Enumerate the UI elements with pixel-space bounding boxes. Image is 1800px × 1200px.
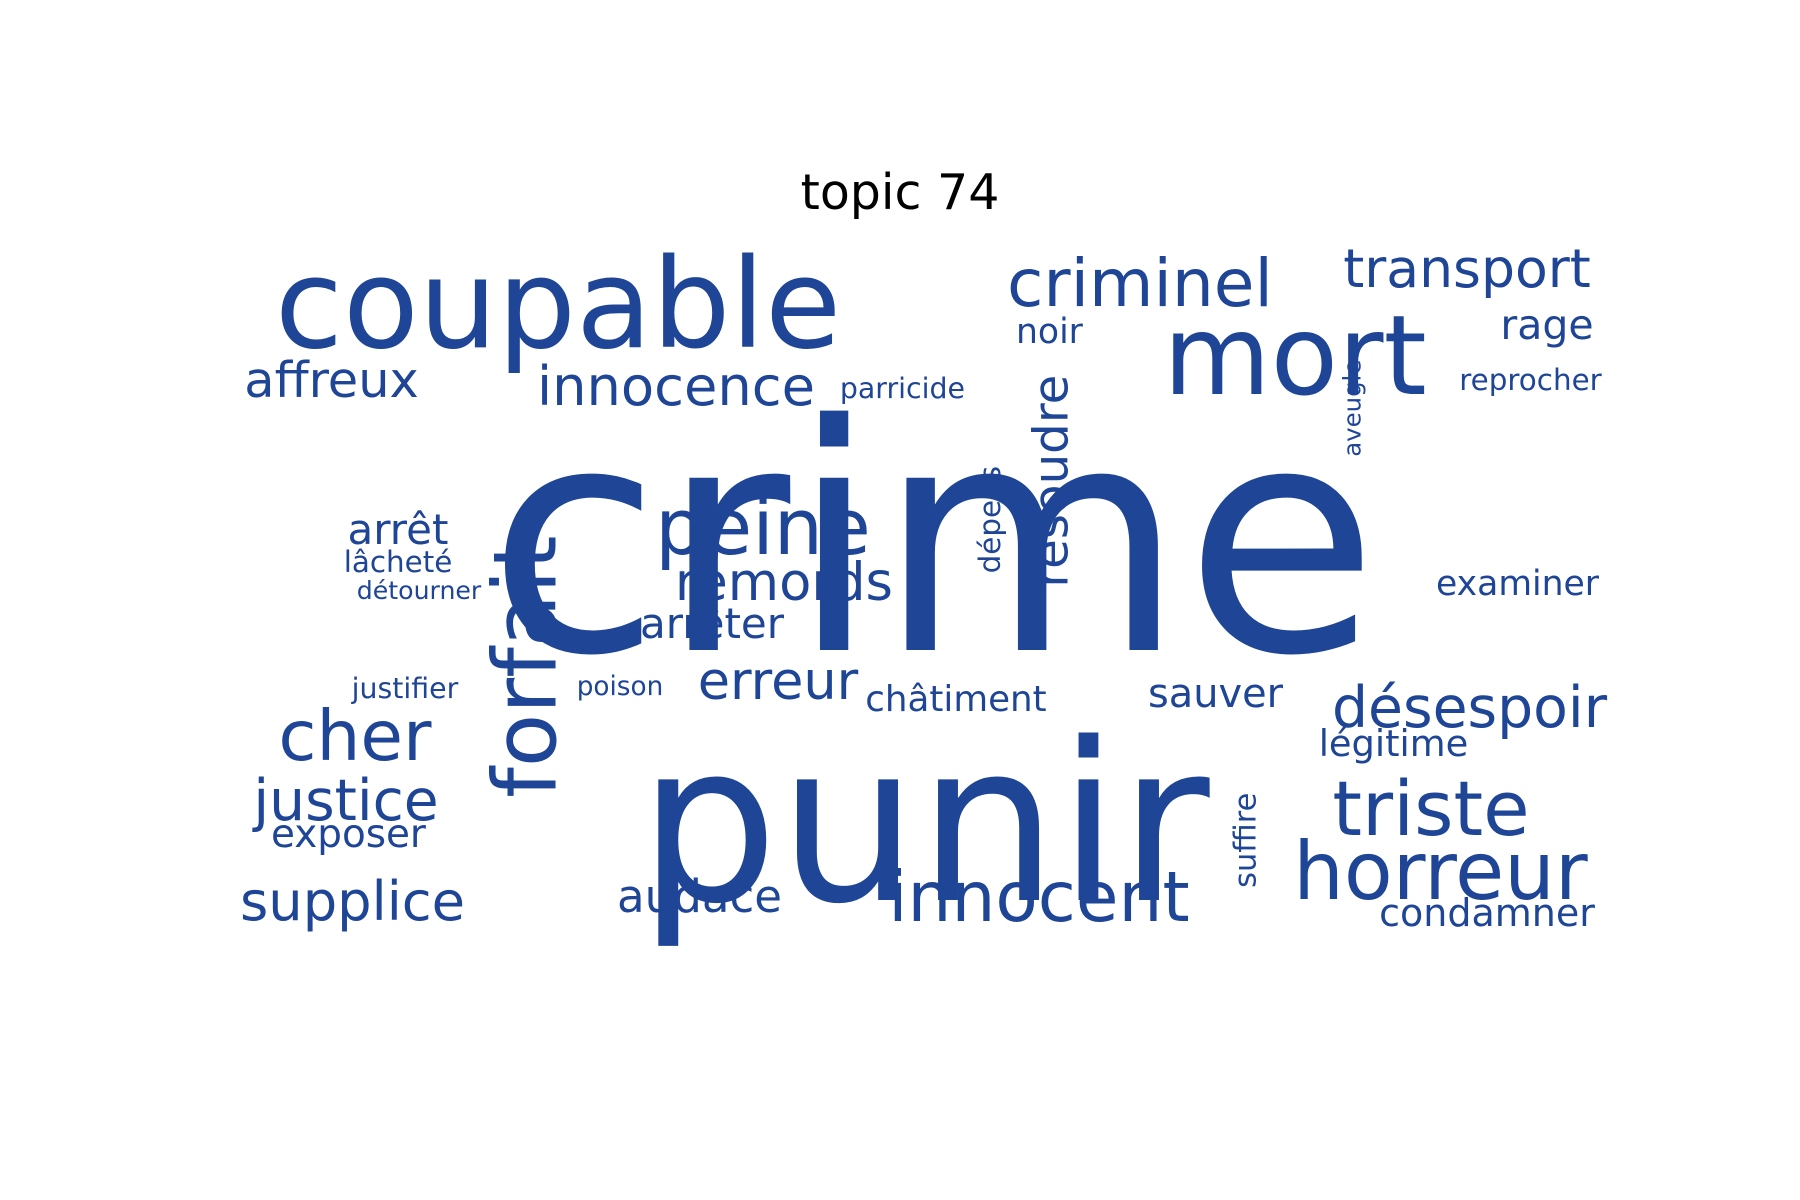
word-erreur: erreur — [697, 650, 859, 712]
word-justice: justice — [253, 767, 439, 834]
word-aveugle: aveugle — [1337, 359, 1367, 458]
word-remords: remords — [674, 552, 893, 614]
word-poison: poison — [576, 672, 664, 703]
word-forfait: forfait — [474, 535, 577, 799]
word-cher: cher — [278, 697, 432, 778]
word-rage: rage — [1500, 301, 1594, 349]
word-condamner: condamner — [1379, 890, 1595, 935]
word-coupable: coupable — [274, 233, 842, 377]
word-horreur: horreur — [1293, 825, 1588, 919]
word-noir: noir — [1016, 312, 1083, 353]
word-examiner: examiner — [1436, 563, 1600, 604]
word-arret: arrêt — [347, 505, 449, 554]
word-mort: mort — [1163, 293, 1427, 422]
word-chatiment: châtiment — [865, 679, 1047, 721]
word-innocent: innocent — [888, 858, 1190, 939]
word-sauver: sauver — [1148, 671, 1284, 717]
word-depens: dépens — [973, 466, 1008, 574]
word-arreter: arrêter — [640, 599, 785, 648]
word-resoudre: résoudre — [1022, 374, 1079, 588]
word-legitime: légitime — [1318, 722, 1469, 766]
figure-title: topic 74 — [800, 164, 1000, 221]
word-innocence: innocence — [537, 354, 816, 418]
word-lachete: lâcheté — [343, 545, 453, 580]
word-peine: peine — [655, 483, 871, 574]
word-reprocher: reprocher — [1459, 363, 1602, 398]
word-audace: audace — [617, 869, 783, 923]
word-justifier: justifier — [351, 672, 459, 706]
word-punir: punir — [638, 695, 1210, 953]
word-suffire: suffire — [1228, 792, 1264, 888]
word-detourner: détourner — [356, 576, 482, 606]
word-transport: transport — [1343, 236, 1591, 300]
word-criminel: criminel — [1007, 245, 1273, 323]
word-parricide: parricide — [839, 372, 966, 406]
word-affreux: affreux — [244, 350, 419, 409]
word-exposer: exposer — [271, 812, 426, 857]
word-crime: crime — [487, 358, 1379, 725]
word-triste: triste — [1332, 765, 1530, 854]
word-desespoir: désespoir — [1332, 674, 1608, 741]
word-supplice: supplice — [240, 869, 466, 933]
